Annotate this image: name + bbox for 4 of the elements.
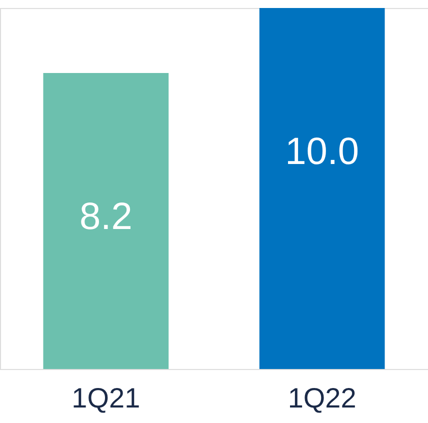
data-label: 10.0 bbox=[285, 131, 360, 173]
data-label: 8.2 bbox=[80, 196, 132, 238]
x-tick-label: 1Q22 bbox=[288, 382, 356, 414]
x-tick-label: 1Q21 bbox=[72, 382, 140, 414]
